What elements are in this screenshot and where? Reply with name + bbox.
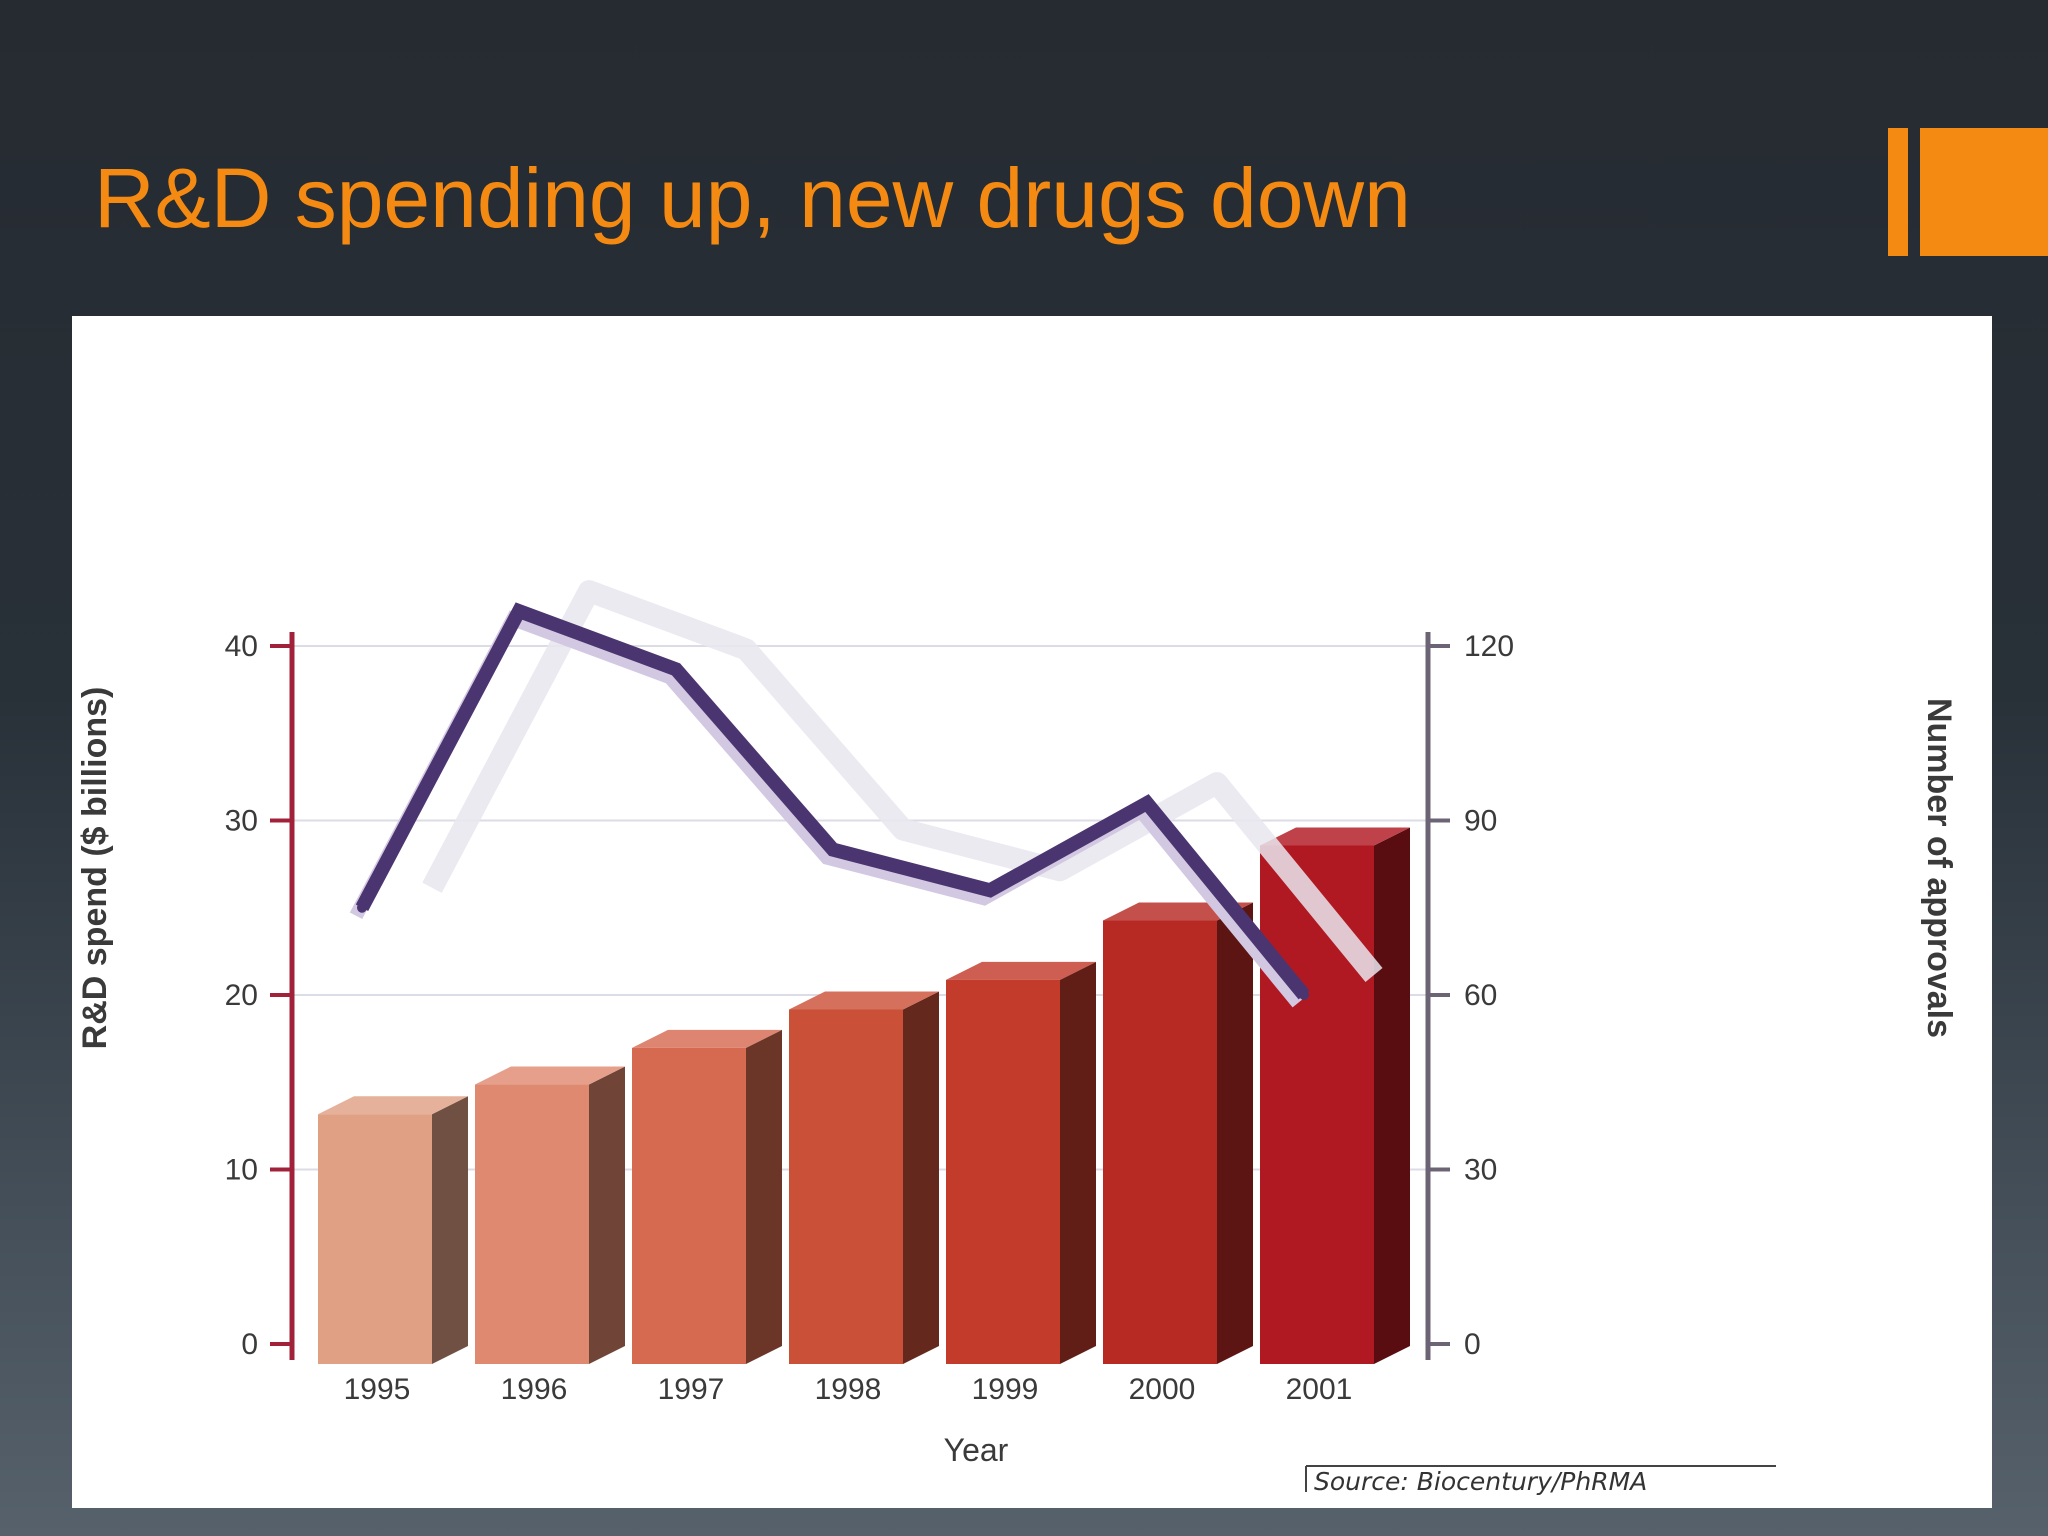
x-tick-label: 1999 — [972, 1373, 1039, 1406]
bar-top — [318, 1096, 468, 1115]
approvals-point-1998 — [828, 844, 838, 855]
bar-top — [475, 1066, 625, 1085]
y2-tick-label: 90 — [1464, 805, 1497, 838]
y2-tick-label: 120 — [1464, 630, 1514, 663]
bar-side — [1217, 902, 1253, 1364]
source-text: Source: Biocentury/PhRMA — [1314, 1467, 1647, 1496]
bar-top — [789, 991, 939, 1010]
bar-1996 — [475, 1066, 625, 1364]
y2-tick-label: 30 — [1464, 1154, 1497, 1187]
accent-block — [1920, 128, 2048, 256]
bar-front — [1103, 920, 1217, 1364]
bar-front — [946, 979, 1060, 1364]
bar-side — [432, 1096, 468, 1364]
bar-front — [1260, 845, 1374, 1364]
bar-1998 — [789, 991, 939, 1364]
bar-side — [1060, 961, 1096, 1364]
bar-front — [318, 1114, 432, 1364]
approvals-point-2000 — [1142, 798, 1152, 809]
chart-panel: 1995 1996 1997 1998 1999 2000 2001 0 10 20 30 40 0 30… — [72, 316, 1992, 1508]
x-tick-label: 1995 — [344, 1373, 411, 1406]
x-tick-label: 2001 — [1286, 1373, 1353, 1406]
bars — [318, 827, 1410, 1364]
bar-side — [746, 1029, 782, 1364]
y-tick-label: 0 — [241, 1328, 258, 1361]
approvals-line-layer — [349, 580, 1383, 1008]
y-tick-label: 40 — [225, 630, 258, 663]
bar-2000 — [1103, 902, 1253, 1364]
accent-bar-thin — [1888, 128, 1908, 256]
approvals-point-1997 — [671, 664, 681, 675]
bar-1995 — [318, 1096, 468, 1364]
chart: 1995 1996 1997 1998 1999 2000 2001 0 10 20 30 40 0 30… — [76, 580, 1958, 1496]
bar-front — [789, 1009, 903, 1364]
axes: 1995 1996 1997 1998 1999 2000 2001 0 10 20 30 40 0 30… — [225, 630, 1514, 1406]
approvals-line-blur-shadow — [422, 580, 1383, 982]
bar-1997 — [632, 1029, 782, 1364]
bar-front — [475, 1084, 589, 1364]
y-tick-label: 30 — [225, 805, 258, 838]
y-axis-label: R&D spend ($ billions) — [76, 687, 114, 1050]
y2-axis-label: Number of approvals — [1920, 698, 1958, 1038]
bar-side — [589, 1066, 625, 1364]
y-tick-label: 10 — [225, 1154, 258, 1187]
bar-side — [1374, 827, 1410, 1364]
x-tick-label: 1996 — [501, 1373, 568, 1406]
source-note: Source: Biocentury/PhRMA — [1305, 1465, 1776, 1496]
x-tick-label: 1998 — [815, 1373, 882, 1406]
approvals-point-1996 — [514, 606, 524, 617]
bar-top — [1260, 827, 1410, 846]
bar-1999 — [946, 961, 1096, 1364]
bar-front — [632, 1047, 746, 1364]
bar-top — [946, 961, 1096, 980]
x-axis-label: Year — [944, 1432, 1009, 1468]
approvals-point-1999 — [985, 885, 995, 896]
bar-2001 — [1260, 827, 1410, 1364]
bar-top — [632, 1029, 782, 1048]
y2-tick-label: 0 — [1464, 1328, 1481, 1361]
approvals-point-1995 — [357, 902, 367, 913]
slide-title: R&D spending up, new drugs down — [94, 151, 1411, 245]
y2-tick-label: 60 — [1464, 979, 1497, 1012]
approvals-point-2001 — [1299, 990, 1309, 1000]
bar-side — [903, 991, 939, 1364]
x-tick-label: 1997 — [658, 1373, 725, 1406]
y-tick-label: 20 — [225, 979, 258, 1012]
x-tick-label: 2000 — [1129, 1373, 1196, 1406]
